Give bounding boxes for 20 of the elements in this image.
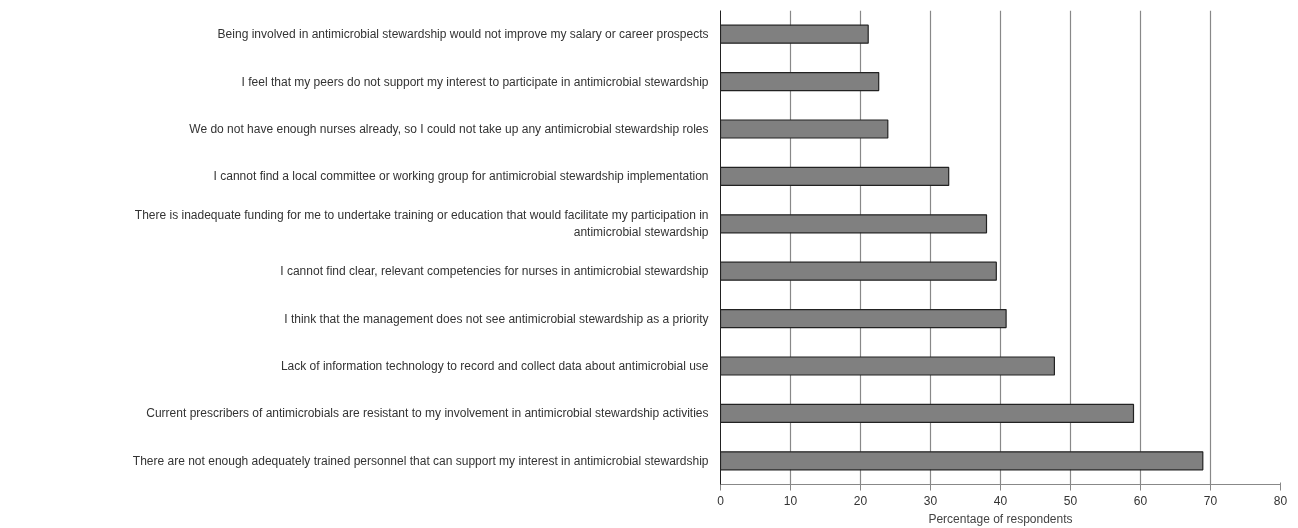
y-tick-label: Current prescribers of antimicrobials are resistant to my involvement in antimicrobial stewardship activities — [146, 406, 709, 421]
y-tick-label: There is inadequate funding for me to undertake training or education that would facilitate my participation in antimicrobial stewardship — [134, 208, 709, 240]
x-axis-title: Percentage of respondents — [928, 511, 1073, 526]
x-tick-label: 70 — [1203, 493, 1218, 508]
y-tick-label: I cannot find a local committee or working group for antimicrobial stewardship implementation — [213, 169, 709, 184]
x-tick-label: 20 — [853, 493, 868, 508]
y-tick-label: Lack of information technology to record and collect data about antimicrobial use — [280, 359, 709, 373]
x-tick-label: 10 — [783, 493, 798, 508]
y-tick-label: We do not have enough nurses already, so I could not take up any antimicrobial stewardship roles — [189, 122, 709, 136]
y-tick-label: I cannot find clear, relevant competencies for nurses in antimicrobial stewardship — [280, 264, 709, 279]
x-tick-label: 30 — [923, 493, 938, 508]
x-tick-label: 60 — [1133, 493, 1148, 508]
x-tick-label: 40 — [993, 493, 1008, 508]
y-tick-label: There are not enough adequately trained personnel that can support my interest in antimicrobial stewardship — [132, 453, 709, 468]
y-tick-label: I think that the management does not see antimicrobial stewardship as a priority — [284, 311, 709, 326]
x-tick-label: 50 — [1063, 493, 1078, 508]
x-tick-label: 0 — [717, 493, 725, 508]
y-tick-label: Being involved in antimicrobial stewardship would not improve my salary or career prospects — [217, 27, 709, 42]
y-tick-label: I feel that my peers do not support my interest to participate in antimicrobial stewardship — [241, 74, 709, 89]
x-tick-label: 80 — [1273, 493, 1288, 508]
